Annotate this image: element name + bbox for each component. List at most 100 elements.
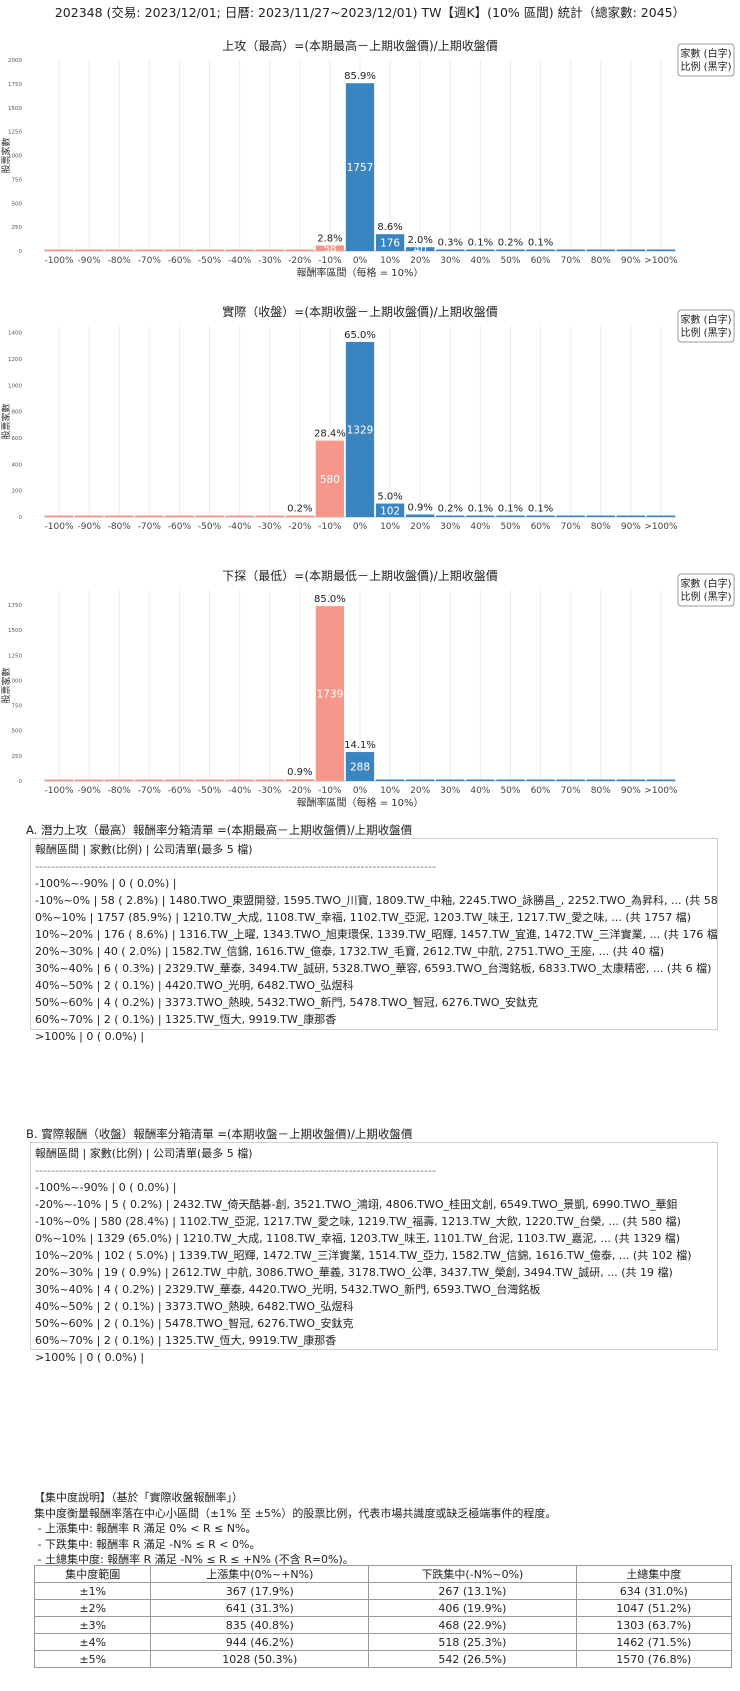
list-item: 60%~70% | 2 ( 0.1%) | 1325.TW_恆大, 9919.T…: [35, 1013, 337, 1026]
percent-label: 0.9%: [287, 767, 312, 778]
x-tick-label: -30%: [258, 256, 282, 266]
y-tick-label: 500: [12, 729, 23, 735]
y-tick-label: 1000: [8, 383, 22, 389]
bar: [646, 249, 676, 251]
x-tick-label: -70%: [138, 522, 162, 532]
list-item: >100% | 0 ( 0.0%) |: [35, 1351, 145, 1364]
y-tick-label: 0: [19, 249, 23, 255]
note-line: - 下跌集中: 報酬率 R 滿足 -N% ≤ R < 0%。: [34, 1537, 261, 1551]
bar: [436, 779, 465, 781]
list-item: 20%~30% | 19 ( 0.9%) | 2612.TW_中航, 3086.…: [35, 1266, 673, 1279]
list-item: 50%~60% | 4 ( 0.2%) | 3373.TWO_熱映, 5432.…: [35, 996, 538, 1009]
table-cell: 518 (25.3%): [368, 1633, 577, 1651]
y-tick-label: 1200: [8, 357, 22, 363]
bar: [646, 779, 676, 781]
bar: [255, 515, 284, 517]
bar: [496, 515, 525, 517]
x-tick-label: 70%: [561, 522, 581, 532]
bar: [406, 514, 435, 517]
x-tick-label: -20%: [288, 786, 312, 796]
x-tick-label: 90%: [621, 522, 641, 532]
notes-title: 【集中度說明】（基於「實際收盤報酬率」）: [34, 1491, 243, 1504]
table-cell: 641 (31.3%): [150, 1599, 370, 1617]
bar: [616, 249, 646, 251]
percent-label: 65.0%: [344, 330, 376, 341]
x-tick-label: -40%: [228, 786, 252, 796]
bar: [556, 249, 585, 251]
percent-label: 0.2%: [438, 504, 463, 515]
table-row: ±3% 835 (40.8%) 468 (22.9%) 1303 (63.7%): [33, 1616, 733, 1634]
y-tick-label: 1750: [8, 82, 22, 88]
x-tick-label: 90%: [621, 786, 641, 796]
bar: [225, 249, 254, 251]
x-tick-label: -10%: [318, 256, 342, 266]
bar: [556, 515, 585, 517]
list-item: 20%~30% | 40 ( 2.0%) | 1582.TW_信錦, 1616.…: [35, 945, 665, 958]
bar: [165, 515, 194, 517]
x-tick-label: -60%: [168, 786, 192, 796]
x-tick-label: 30%: [440, 522, 460, 532]
x-tick-label: 40%: [470, 522, 490, 532]
list-item: 10%~20% | 176 ( 8.6%) | 1316.TW_上曜, 1343…: [35, 928, 717, 941]
bar: [74, 249, 104, 251]
bar: [375, 779, 405, 781]
table-cell: 1047 (51.2%): [575, 1599, 733, 1617]
count-label: 580: [320, 474, 340, 486]
count-label: 1329: [347, 424, 374, 436]
x-tick-label: 50%: [500, 786, 520, 796]
page-title: 202348 (交易: 2023/12/01; 日曆: 2023/11/27~2…: [54, 5, 686, 20]
count-label: 1739: [317, 689, 344, 701]
table-row: ±4% 944 (46.2%) 518 (25.3%) 1462 (71.5%): [33, 1633, 733, 1651]
x-tick-label: -50%: [198, 786, 222, 796]
count-label: 102: [380, 505, 400, 517]
bar: [375, 503, 405, 517]
percent-label: 0.3%: [438, 238, 463, 249]
list-item: 40%~50% | 2 ( 0.1%) | 3373.TWO_熱映, 6482.…: [35, 1300, 354, 1313]
list-item: 0%~10% | 1329 (65.0%) | 1210.TW_大成, 1108…: [35, 1232, 680, 1245]
table-cell: 1570 (76.8%): [575, 1650, 733, 1668]
legend-box: [677, 573, 735, 607]
percent-label: 0.2%: [498, 238, 523, 249]
table-cell: 1028 (50.3%): [150, 1650, 370, 1668]
list-item: 50%~60% | 2 ( 0.1%) | 5478.TWO_智冠, 6276.…: [35, 1317, 354, 1330]
legend-box: [677, 309, 735, 343]
bar: [345, 752, 375, 781]
y-tick-label: 400: [12, 462, 23, 468]
bar: [496, 779, 525, 781]
x-tick-label: 10%: [380, 786, 400, 796]
listing-b-header: 報酬區間 | 家數(比例) | 公司清單(最多 5 檔): [35, 1147, 253, 1160]
percent-label: 2.0%: [407, 235, 432, 246]
y-tick-label: 500: [12, 201, 23, 207]
listing-a-header: 報酬區間 | 家數(比例) | 公司清單(最多 5 檔): [35, 843, 253, 856]
percent-label: 0.1%: [498, 504, 523, 515]
y-tick-label: 1500: [8, 628, 22, 634]
percent-label: 0.2%: [287, 504, 312, 515]
bar: [526, 515, 555, 517]
count-label: 58: [323, 243, 336, 255]
percent-label: 0.1%: [468, 504, 493, 515]
table-cell: 944 (46.2%): [150, 1633, 370, 1651]
x-tick-label: 10%: [380, 256, 400, 266]
x-tick-label: -10%: [318, 786, 342, 796]
x-tick-label: -40%: [228, 522, 252, 532]
legend-entry: 比例 (黑字): [681, 60, 732, 73]
x-tick-label: -70%: [138, 256, 162, 266]
y-tick-label: 1250: [8, 653, 22, 659]
percent-label: 0.1%: [528, 238, 553, 249]
bar: [195, 249, 224, 251]
table-header: 土總集中度: [575, 1565, 733, 1583]
x-tick-label: 0%: [353, 786, 368, 796]
bar: [225, 515, 254, 517]
x-tick-label: -80%: [108, 522, 132, 532]
table-row: ±5% 1028 (50.3%) 542 (26.5%) 1570 (76.8%): [33, 1650, 733, 1668]
percent-label: 0.9%: [407, 502, 432, 513]
y-tick-label: 750: [12, 704, 23, 710]
bar: [375, 234, 405, 251]
table-cell: ±5%: [33, 1650, 152, 1668]
x-tick-label: -50%: [198, 522, 222, 532]
x-tick-label: -30%: [258, 522, 282, 532]
x-tick-label: 80%: [591, 256, 611, 266]
list-item: 40%~50% | 2 ( 0.1%) | 4420.TWO_光明, 6482.…: [35, 979, 354, 992]
